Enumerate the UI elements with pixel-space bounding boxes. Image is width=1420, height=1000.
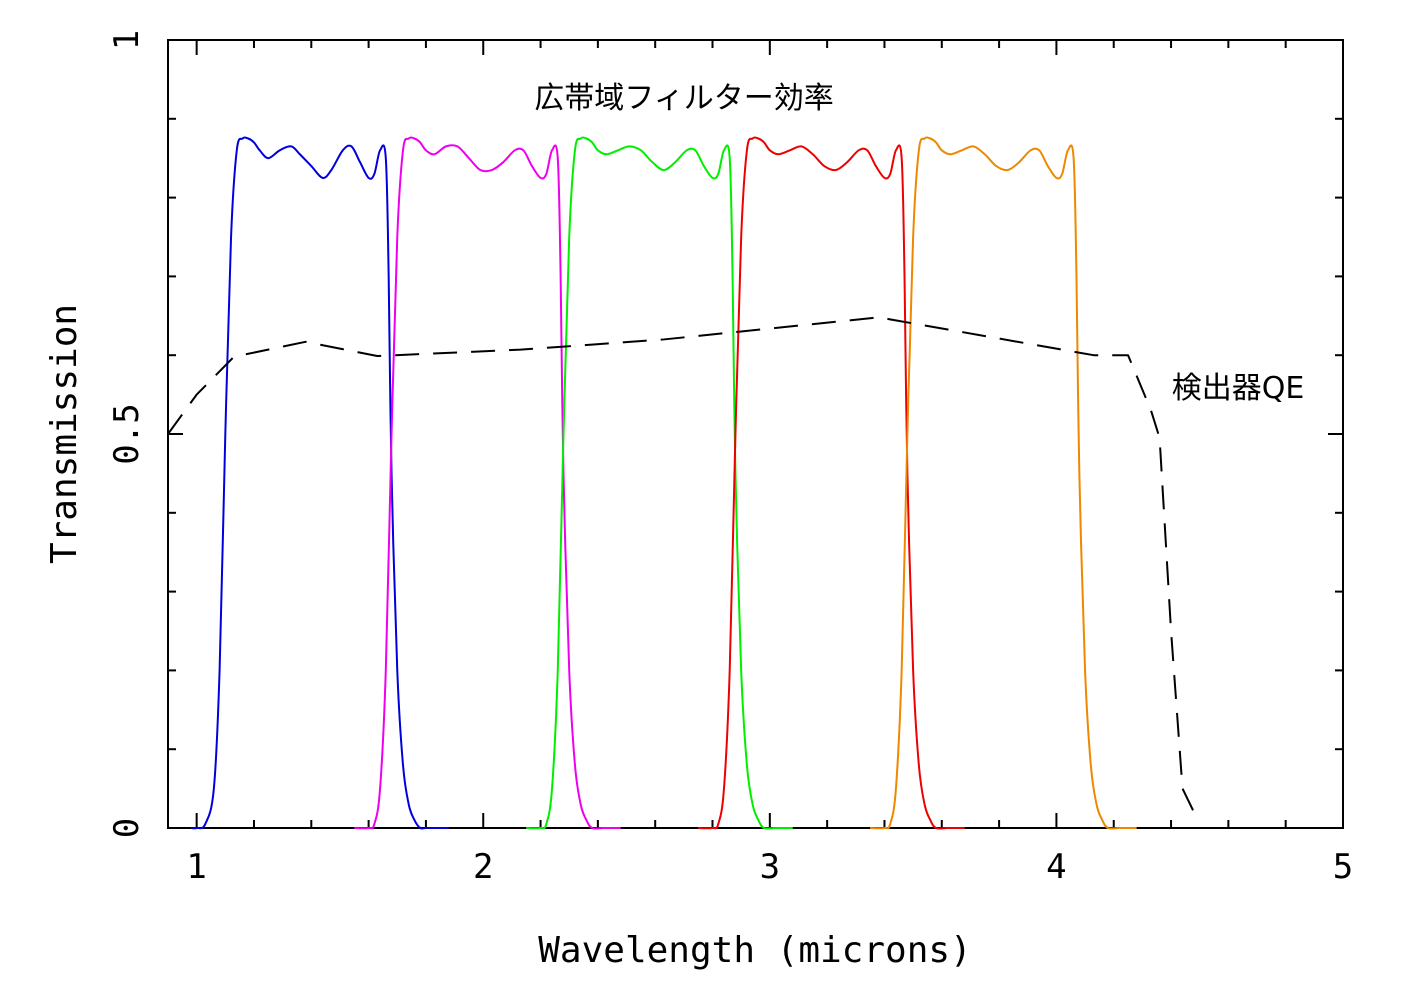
filter-curve-3 — [526, 136, 793, 830]
x-axis-label: Wavelength (microns) — [538, 930, 971, 971]
annotation-filter-efficiency: 広帯域フィルター効率 — [534, 81, 833, 116]
y-tick-label: 0.5 — [107, 403, 147, 464]
series-lines — [167, 136, 1195, 830]
x-tick-label: 1 — [186, 847, 206, 887]
y-axis-label: Transmission — [44, 304, 85, 564]
filter-curve-1 — [190, 136, 449, 830]
filter-curve-5 — [870, 136, 1137, 830]
x-tick-label: 4 — [1046, 847, 1066, 887]
detector-qe-line — [167, 316, 1195, 813]
filter-curve-2 — [354, 136, 621, 830]
annotation-detector-qe: 検出器QE — [1172, 371, 1305, 406]
x-tick-label: 3 — [760, 847, 780, 887]
filter-curve-4 — [698, 136, 965, 830]
x-tick-label: 5 — [1333, 847, 1353, 887]
tick-labels: 1 2 3 4 5 0 0.5 1 — [107, 30, 1353, 887]
y-tick-label: 0 — [107, 818, 147, 838]
plot-frame — [167, 39, 1344, 829]
x-tick-label: 2 — [473, 847, 493, 887]
y-tick-label: 1 — [107, 30, 147, 50]
axis-ticks — [168, 39, 1344, 829]
